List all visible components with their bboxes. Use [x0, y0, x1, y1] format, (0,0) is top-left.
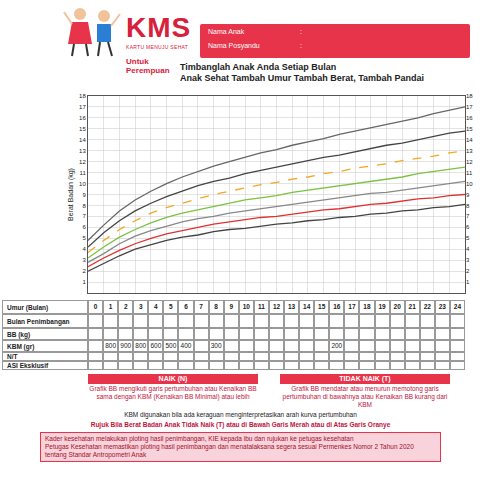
- svg-text:12: 12: [466, 159, 473, 165]
- html-text:BB (kg): BB (kg): [7, 330, 31, 338]
- html-text:20: 20: [393, 302, 401, 310]
- html-text:200: 200: [331, 341, 343, 349]
- svg-text:16: 16: [79, 115, 86, 121]
- svg-text:7: 7: [466, 213, 470, 219]
- svg-text:14: 14: [79, 137, 86, 143]
- html-text:0: 0: [93, 302, 98, 310]
- html-text:3: 3: [139, 302, 143, 310]
- svg-text:3: 3: [82, 257, 86, 263]
- html-text:Untuk Perempuan: Untuk Perempuan: [126, 57, 170, 75]
- html-text:800: 800: [135, 341, 147, 349]
- svg-text:18: 18: [79, 93, 86, 99]
- html-text:16: 16: [333, 302, 341, 310]
- svg-text:8: 8: [82, 203, 86, 209]
- svg-text:1: 1: [466, 279, 470, 285]
- html-text:19: 19: [378, 302, 386, 310]
- html-text:10: 10: [242, 302, 250, 310]
- html-text:Grafik BB mendatar atau menuru: Grafik BB mendatar atau menurun memotong…: [282, 385, 448, 408]
- html-text:NAIK (N): NAIK (N): [158, 375, 188, 382]
- svg-text:5: 5: [82, 235, 86, 241]
- html-text:800: 800: [105, 341, 116, 349]
- html-text:15: 15: [318, 302, 326, 310]
- html-text:Grafik BB mengikuti garis pert: Grafik BB mengikuti garis pertumbuhan at…: [89, 385, 257, 400]
- html-text:KMS: KMS: [126, 12, 192, 43]
- html-text:7: 7: [199, 302, 203, 310]
- svg-text:6: 6: [82, 224, 86, 230]
- svg-text:9: 9: [82, 192, 86, 198]
- html-text:400: 400: [180, 341, 192, 349]
- svg-text:1: 1: [82, 279, 86, 285]
- svg-text:10: 10: [79, 181, 86, 187]
- svg-text:5: 5: [466, 235, 470, 241]
- html-text:Kader kesehatan melakukan plot: Kader kesehatan melakukan ploting hasil …: [45, 435, 354, 442]
- svg-text:2: 2: [82, 268, 86, 274]
- svg-text:7: 7: [82, 213, 86, 219]
- html-text:Rujuk Bila Berat Badan Anak Ti: Rujuk Bila Berat Badan Anak Tidak Naik (…: [90, 421, 391, 428]
- html-text:600: 600: [150, 341, 162, 349]
- svg-text:4: 4: [82, 246, 86, 252]
- html-text:21: 21: [408, 302, 416, 310]
- svg-text:17: 17: [79, 104, 86, 110]
- html-text:KBM digunakan bila ada keragua: KBM digunakan bila ada keraguan menginte…: [124, 411, 357, 418]
- html-text:Nama Anak: Nama Anak: [208, 28, 245, 35]
- html-text:ASI Eksklusif: ASI Eksklusif: [7, 362, 49, 369]
- svg-text:18: 18: [466, 93, 473, 99]
- html-text:Nama Posyandu: Nama Posyandu: [208, 42, 260, 49]
- html-text:8: 8: [214, 302, 218, 310]
- svg-text:13: 13: [79, 148, 86, 154]
- html-text:KBM (gr): KBM (gr): [7, 342, 35, 350]
- html-text:17: 17: [348, 302, 356, 310]
- svg-text:12: 12: [79, 159, 86, 165]
- html-text:KARTU MENUJU SEHAT: KARTU MENUJU SEHAT: [126, 44, 189, 50]
- html-text:TIDAK NAIK (T): TIDAK NAIK (T): [339, 375, 391, 382]
- svg-text:10: 10: [466, 181, 473, 187]
- html-text:300: 300: [210, 341, 222, 349]
- svg-text:13: 13: [466, 148, 473, 154]
- html-text:Bulan Penimbangan: Bulan Penimbangan: [7, 317, 70, 325]
- html-text:900: 900: [120, 341, 132, 349]
- html-text:23: 23: [438, 302, 446, 310]
- html-text:1: 1: [108, 302, 113, 310]
- svg-text:9: 9: [466, 192, 470, 198]
- html-text:500: 500: [165, 341, 177, 349]
- html-text:14: 14: [303, 302, 311, 310]
- html-text:18: 18: [363, 302, 371, 310]
- svg-text:6: 6: [466, 224, 470, 230]
- svg-text:16: 16: [466, 115, 473, 121]
- svg-text:4: 4: [466, 246, 470, 252]
- html-text:Timbanglah Anak Anda Setiap Bu: Timbanglah Anak Anda Setiap Bulan: [180, 62, 337, 72]
- html-text:11: 11: [258, 302, 265, 310]
- svg-text:Berat Badan (kg): Berat Badan (kg): [67, 168, 75, 221]
- svg-text:2: 2: [466, 268, 470, 274]
- html-text:9: 9: [229, 302, 234, 310]
- svg-text:17: 17: [466, 104, 473, 110]
- svg-text:8: 8: [466, 203, 470, 209]
- html-text:22: 22: [423, 302, 431, 310]
- html-text:2: 2: [123, 302, 128, 310]
- html-text:Anak Sehat Tambah Umur Tambah: Anak Sehat Tambah Umur Tambah Berat, Tam…: [180, 73, 425, 84]
- svg-text:11: 11: [466, 170, 473, 176]
- html-text:N/T: N/T: [7, 353, 18, 360]
- html-text:5: 5: [169, 302, 173, 310]
- svg-text:14: 14: [466, 137, 473, 143]
- svg-text:15: 15: [79, 126, 86, 132]
- html-text:13: 13: [288, 302, 296, 310]
- html-text:24: 24: [453, 302, 462, 310]
- svg-text:11: 11: [80, 170, 87, 176]
- svg-text:15: 15: [466, 126, 473, 132]
- html-text:12: 12: [272, 302, 281, 310]
- html-text:Umur (Bulan): Umur (Bulan): [7, 303, 49, 311]
- html-text:4: 4: [154, 302, 158, 310]
- html-text:6: 6: [184, 302, 188, 310]
- html-text:Petugas Kesehatan memastikan p: Petugas Kesehatan memastikan ploting has…: [45, 443, 414, 459]
- svg-text:3: 3: [466, 257, 470, 263]
